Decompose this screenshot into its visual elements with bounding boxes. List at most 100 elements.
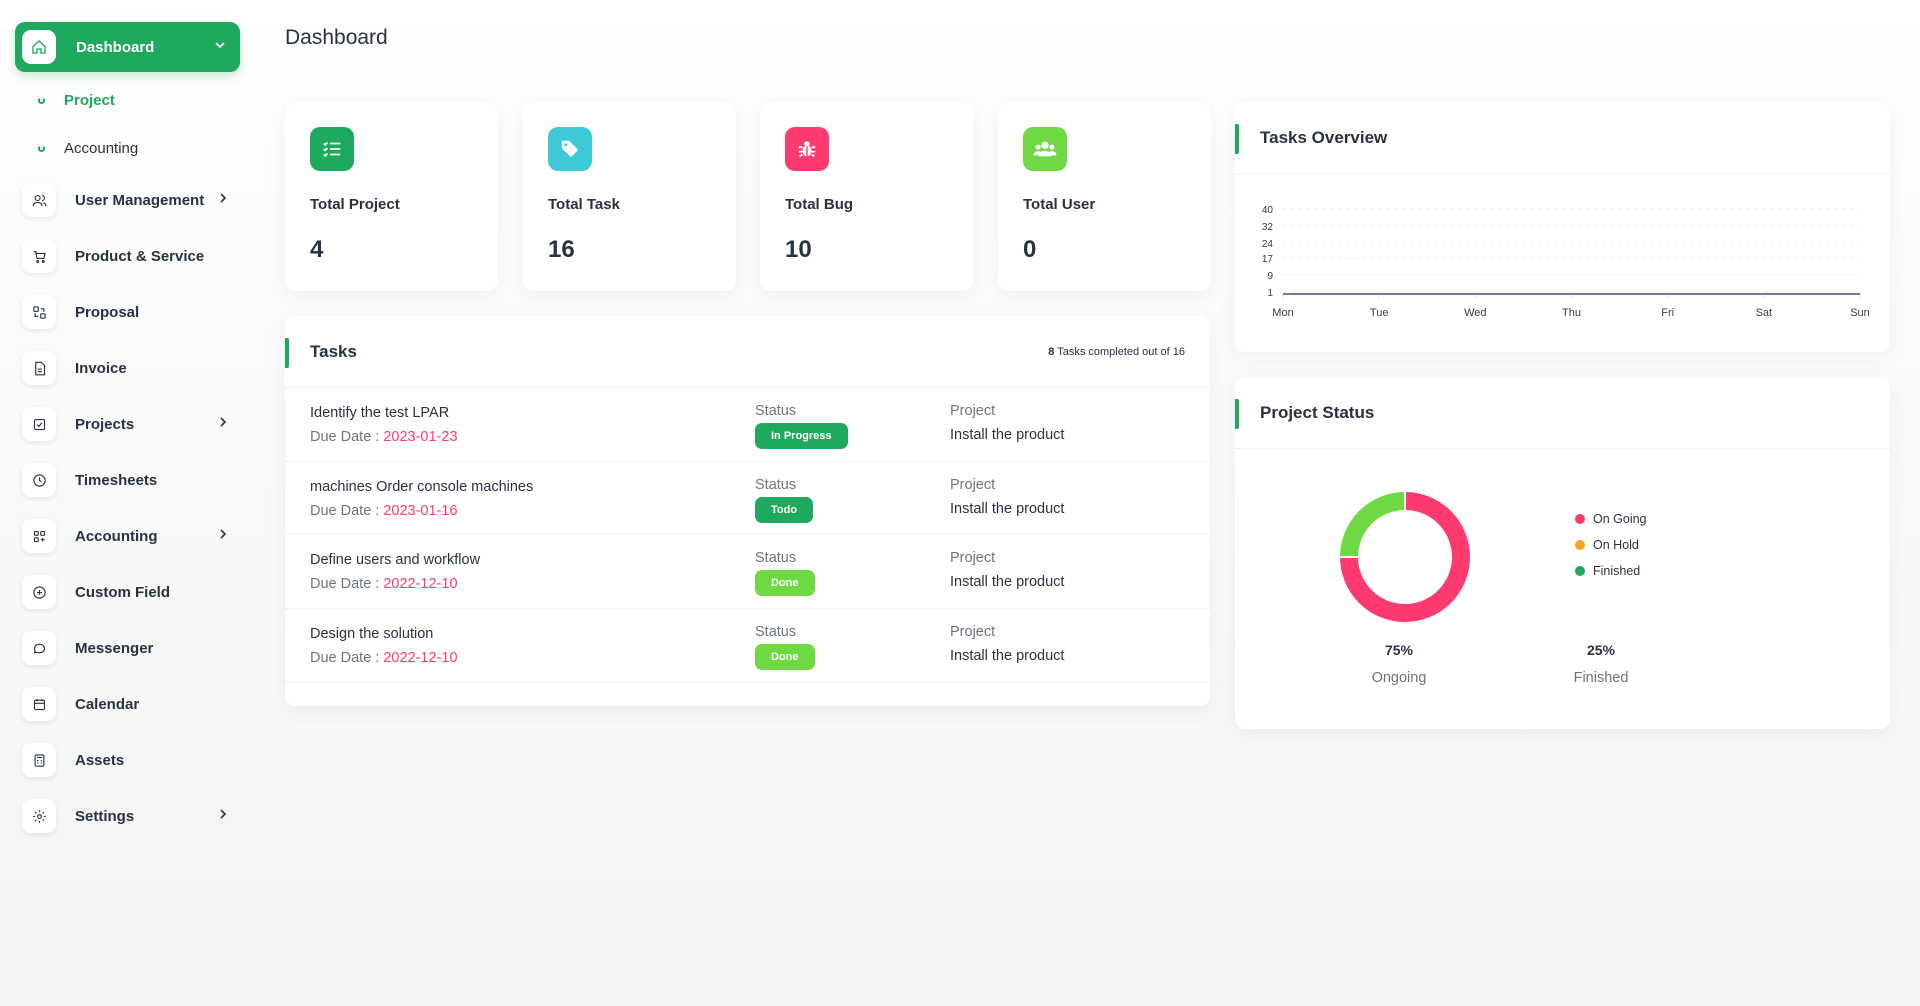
sidebar-item-invoice[interactable]: Invoice — [22, 348, 240, 388]
sidebar-item-label: Settings — [75, 807, 135, 825]
tasks-title: Tasks — [310, 341, 357, 361]
status-label: Status — [755, 550, 797, 566]
tasks-completed-count: 8 — [1048, 345, 1055, 358]
stat-label: Total Project — [310, 196, 400, 213]
sidebar-item-projects[interactable]: Projects — [22, 404, 240, 444]
grid-icon — [22, 519, 56, 553]
calculator-icon — [22, 743, 56, 777]
task-name: Identify the test LPAR — [310, 405, 450, 421]
calendar-icon — [22, 687, 56, 721]
sidebar-item-label: Calendar — [75, 695, 140, 713]
tag-icon — [548, 127, 592, 171]
due-date: 2022-12-10 — [383, 649, 458, 666]
task-due: Due Date : 2022-12-10 — [310, 576, 458, 592]
sidebar-item-assets[interactable]: Assets — [22, 740, 240, 780]
sidebar-item-label: Custom Field — [75, 583, 171, 601]
status-label: Status — [755, 403, 797, 419]
task-due: Due Date : 2023-01-16 — [310, 503, 458, 519]
sidebar-item-proposal[interactable]: Proposal — [22, 292, 240, 332]
x-tick-label: Thu — [1562, 307, 1581, 319]
donut-slice-finished — [1340, 492, 1406, 558]
x-tick-label: Tue — [1370, 307, 1389, 319]
chevron-right-icon — [218, 415, 228, 433]
summary-value: 25% — [1586, 642, 1616, 658]
task-row[interactable]: machines Order console machines Due Date … — [285, 462, 1210, 535]
due-date: 2022-12-10 — [383, 576, 458, 592]
cart-icon — [22, 239, 56, 273]
project-label: Project — [950, 476, 996, 493]
task-due: Due Date : 2023-01-23 — [310, 429, 458, 445]
stat-label: Total Bug — [785, 196, 854, 213]
due-label: Due Date : — [310, 502, 384, 519]
clock-icon — [22, 463, 56, 497]
summary-value: 75% — [1384, 642, 1414, 658]
tasks-overview-card: Tasks Overview 1 9 17 24 32 40 Mon Tue Wed Thu Fri… — [1235, 102, 1890, 352]
sidebar-item-label: Accounting — [75, 527, 158, 545]
accent-bar — [285, 338, 289, 368]
task-row[interactable]: Define users and workflow Due Date : 2022… — [285, 535, 1210, 609]
project-label: Project — [950, 550, 996, 566]
sidebar-item-label: Invoice — [75, 359, 127, 377]
sidebar-item-dashboard[interactable]: Dashboard — [15, 22, 240, 72]
file-icon — [22, 351, 56, 385]
y-tick-label: 32 — [1262, 222, 1274, 233]
task-name: machines Order console machines — [310, 478, 534, 495]
sidebar-item-accounting[interactable]: Accounting — [22, 516, 240, 556]
sidebar: Dashboard Project Accounting User Manage… — [0, 0, 255, 1006]
project-status-card: Project Status On Going On Hold Finished… — [1235, 377, 1890, 729]
bullet-icon — [38, 96, 45, 104]
donut-slice-on-going — [1340, 492, 1470, 622]
sidebar-item-label: Proposal — [75, 303, 140, 321]
chevron-right-icon — [218, 807, 228, 825]
task-row[interactable]: Identify the test LPAR Due Date : 2023-01… — [285, 388, 1210, 462]
plus-circle-icon — [22, 575, 56, 609]
y-tick-label: 1 — [1267, 288, 1273, 299]
sidebar-item-settings[interactable]: Settings — [22, 796, 240, 836]
home-icon — [22, 30, 56, 64]
sidebar-subitem-label: Accounting — [64, 139, 139, 157]
x-tick-label: Fri — [1661, 307, 1674, 319]
task-row[interactable]: Design the solution Due Date : 2022-12-10… — [285, 609, 1210, 682]
sidebar-item-label: Product & Service — [75, 247, 205, 265]
sidebar-item-user-management[interactable]: User Management — [22, 180, 240, 220]
tasks-completed-summary: 8 Tasks completed out of 16 — [1048, 346, 1185, 358]
sidebar-subitem-accounting[interactable]: Accounting — [38, 136, 138, 160]
project-status-legend: On Going On Hold Finished — [1575, 506, 1647, 584]
summary-label: Finished — [1573, 670, 1629, 686]
stat-card-total-bug: Total Bug 10 — [760, 102, 973, 291]
status-label: Status — [755, 476, 797, 493]
gear-icon — [22, 799, 56, 833]
legend-label: On Hold — [1593, 538, 1639, 552]
sidebar-item-messenger[interactable]: Messenger — [22, 628, 240, 668]
sidebar-item-product-service[interactable]: Product & Service — [22, 236, 240, 276]
y-tick-label: 24 — [1262, 239, 1274, 250]
stat-label: Total User — [1023, 196, 1096, 213]
x-tick-label: Sun — [1850, 307, 1870, 319]
bug-icon — [785, 127, 829, 171]
legend-item: On Hold — [1575, 532, 1647, 558]
stat-value: 0 — [1023, 236, 1037, 263]
x-tick-label: Sat — [1756, 307, 1773, 319]
legend-label: Finished — [1593, 564, 1641, 578]
stat-value: 10 — [785, 236, 812, 263]
y-tick-label: 40 — [1262, 205, 1274, 216]
stat-value: 4 — [310, 236, 324, 263]
sidebar-item-timesheets[interactable]: Timesheets — [22, 460, 240, 500]
project-name: Install the product — [950, 647, 1065, 664]
x-tick-label: Wed — [1464, 307, 1486, 319]
sidebar-item-calendar[interactable]: Calendar — [22, 684, 240, 724]
legend-dot — [1575, 540, 1585, 550]
due-label: Due Date : — [310, 429, 384, 445]
legend-item: Finished — [1575, 558, 1647, 584]
sidebar-item-custom-field[interactable]: Custom Field — [22, 572, 240, 612]
summary-label: Ongoing — [1371, 670, 1427, 686]
users-icon — [1023, 127, 1067, 171]
sidebar-item-label: User Management — [75, 191, 205, 209]
status-label: Status — [755, 623, 797, 640]
project-name: Install the product — [950, 574, 1065, 590]
project-status-donut — [1339, 491, 1470, 622]
sidebar-subitem-project[interactable]: Project — [38, 88, 115, 112]
legend-dot — [1575, 514, 1585, 524]
legend-dot — [1575, 566, 1585, 576]
status-card-header: Project Status — [1235, 377, 1890, 449]
